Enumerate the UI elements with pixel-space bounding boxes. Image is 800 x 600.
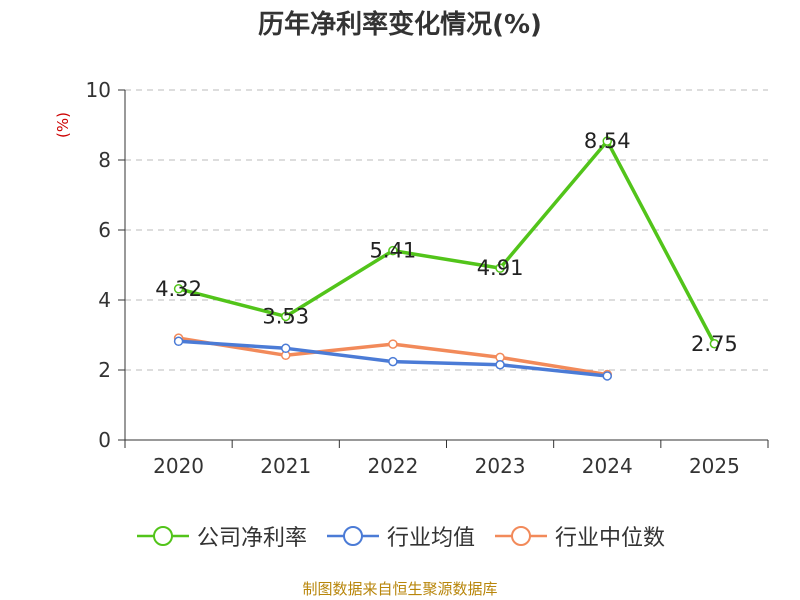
x-tick-label: 2020 xyxy=(153,454,204,478)
series-line xyxy=(178,139,716,345)
data-label: 4.91 xyxy=(477,256,524,280)
y-tick-label: 8 xyxy=(98,148,111,172)
data-point xyxy=(388,339,398,349)
data-point xyxy=(173,284,184,294)
legend-line-circle-icon xyxy=(495,526,547,546)
data-point xyxy=(495,263,505,273)
legend-label: 公司净利率 xyxy=(196,526,307,551)
y-axis-label: (%) xyxy=(54,112,72,138)
y-tick-label: 2 xyxy=(98,358,111,382)
data-label: 3.53 xyxy=(262,304,309,328)
series-layer xyxy=(173,136,720,381)
legend-line-circle-icon xyxy=(326,526,379,546)
data-point xyxy=(281,343,291,354)
legend-label: 行业均值 xyxy=(386,526,475,551)
y-tick-label: 6 xyxy=(98,218,111,242)
grid-lines xyxy=(125,89,768,371)
legend: 公司净利率 行业均值 行业中位数 xyxy=(0,520,800,552)
data-label: 4.32 xyxy=(155,277,202,301)
source-footer: 制图数据来自恒生聚源数据库 xyxy=(302,580,498,598)
data-point xyxy=(173,336,184,347)
x-tick-label: 2022 xyxy=(367,454,418,478)
axes: 0 2 4 6 8 10 2020 2021 2022 2023 2024 2025 (%) xyxy=(54,78,769,478)
data-point xyxy=(495,360,505,370)
data-point xyxy=(281,311,291,322)
x-tick-label: 2021 xyxy=(260,454,311,478)
y-tick-label: 0 xyxy=(98,428,111,452)
data-labels-layer: 4.32 3.53 5.41 4.91 8.54 2.75 xyxy=(155,129,738,356)
legend-label: 行业中位数 xyxy=(555,526,666,551)
x-tick-label: 2024 xyxy=(582,454,633,478)
data-label: 2.75 xyxy=(691,332,738,356)
legend-item: 行业均值 xyxy=(325,520,475,552)
data-point xyxy=(602,136,612,146)
data-point xyxy=(388,245,398,256)
data-label: 5.41 xyxy=(370,239,417,263)
chart-title: 历年净利率变化情况(%) xyxy=(258,10,542,40)
data-label: 8.54 xyxy=(584,129,631,153)
data-point xyxy=(709,339,720,349)
y-tick-label: 10 xyxy=(86,78,111,102)
data-point xyxy=(602,371,612,381)
legend-item: 行业中位数 xyxy=(493,520,665,552)
legend-item: 公司净利率 xyxy=(135,520,307,552)
x-tick-label: 2025 xyxy=(689,454,740,478)
data-point xyxy=(388,356,398,367)
legend-line-circle-icon xyxy=(136,526,189,546)
x-tick-label: 2023 xyxy=(475,454,526,478)
y-tick-label: 4 xyxy=(98,288,111,312)
